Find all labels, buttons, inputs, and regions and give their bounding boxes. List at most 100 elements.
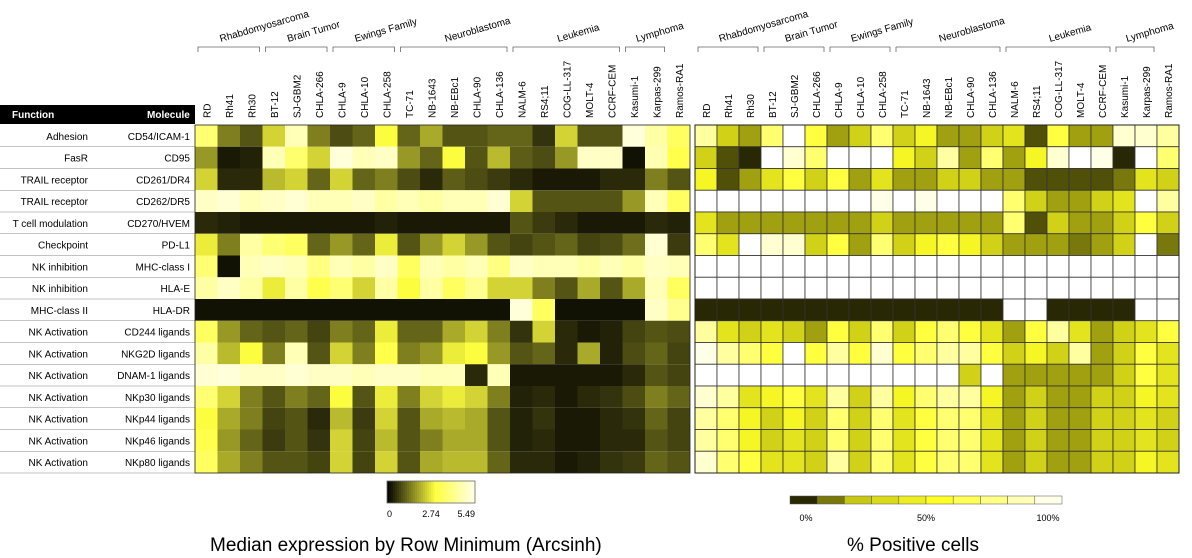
heatmap-cell [262, 342, 285, 365]
colorbar-segment [409, 481, 412, 503]
heatmap-cell [510, 168, 533, 191]
heatmap-cell [914, 429, 938, 452]
heatmap-cell [760, 146, 784, 169]
heatmap-cell [397, 125, 420, 147]
heatmap-cell [1112, 233, 1136, 256]
heatmap-cell [240, 320, 263, 343]
heatmap-cell [487, 386, 510, 408]
heatmap-cell [892, 255, 916, 278]
heatmap-cell [936, 189, 960, 213]
colorbar-segment [457, 481, 460, 503]
heatmap-cell [694, 168, 718, 191]
heatmap-cell [1112, 385, 1136, 409]
heatmap-cell [600, 190, 623, 212]
heatmap-cell [1046, 363, 1070, 387]
heatmap-cell [1134, 255, 1158, 278]
heatmap-cell [195, 212, 218, 234]
heatmap-cell [600, 320, 623, 343]
heatmap-cell [240, 146, 263, 169]
heatmap-cell [892, 385, 916, 409]
colorbar-segment [451, 481, 454, 503]
heatmap-cell [307, 168, 330, 191]
heatmap-cell [1002, 233, 1026, 256]
heatmap-cell [330, 320, 353, 343]
row-function-label: TRAIL receptor [21, 175, 89, 186]
heatmap-cell [375, 212, 398, 234]
column-label: Rh30 [746, 94, 757, 118]
row-molecule-label: CD244 ligands [124, 328, 190, 339]
heatmap-cell [1156, 429, 1180, 452]
heatmap-cell [1024, 320, 1048, 343]
heatmap-cell [826, 146, 850, 169]
heatmap-cell [532, 386, 555, 408]
heatmap-cell [738, 168, 762, 191]
heatmap-cell [782, 168, 806, 191]
heatmap-cell [1046, 255, 1070, 278]
heatmap-cell [1002, 363, 1026, 387]
row-molecule-label: NKp80 ligands [125, 458, 190, 469]
heatmap-cell [760, 255, 784, 278]
heatmap-cell [352, 429, 375, 452]
heatmap-cell [870, 211, 894, 235]
heatmap-cell [694, 429, 718, 452]
heatmap-cell [870, 124, 894, 148]
row-function-label: NK Activation [29, 393, 88, 404]
heatmap-cell [892, 124, 916, 148]
column-label: NALM-6 [1010, 81, 1021, 118]
heatmap-cell [667, 212, 690, 234]
heatmap-cell [420, 255, 443, 278]
heatmap-cell [330, 342, 353, 365]
heatmap-cell [465, 320, 488, 343]
column-label: RS4;11 [1032, 85, 1043, 118]
heatmap-cell [622, 190, 645, 212]
heatmap-cell [870, 276, 894, 300]
heatmap-cell [375, 125, 398, 147]
colorbar-segment [449, 481, 452, 503]
heatmap-cell [645, 320, 668, 343]
heatmap-cell [555, 299, 578, 321]
heatmap-cell [487, 146, 510, 169]
heatmap-cell [487, 407, 510, 430]
heatmap-cell [667, 146, 690, 169]
heatmap-cell [958, 124, 982, 148]
column-label: SJ-GBM2 [292, 74, 303, 118]
heatmap-cell [826, 255, 850, 278]
colorbar-segment [427, 481, 430, 503]
heatmap-cell [195, 451, 218, 473]
colorbar-segment [423, 481, 426, 503]
heatmap-cell [848, 146, 872, 169]
heatmap-cell [958, 255, 982, 278]
heatmap-cell [1068, 124, 1092, 148]
heatmap-cell [307, 320, 330, 343]
column-label: Kasumi-1 [630, 75, 641, 118]
heatmap-cell [307, 451, 330, 473]
heatmap-cell [694, 298, 718, 322]
heatmap-cell [738, 363, 762, 387]
group-label: Neuroblastoma [938, 15, 1007, 44]
heatmap-cell [352, 342, 375, 365]
column-label: CHLA-90 [472, 76, 483, 118]
heatmap-cell [1090, 146, 1114, 169]
heatmap-cell [622, 451, 645, 473]
heatmap-cell [738, 211, 762, 235]
heatmap-cell [1068, 211, 1092, 235]
heatmap-cell [442, 364, 465, 386]
heatmap-cell [240, 277, 263, 299]
heatmap-cell [1002, 255, 1026, 278]
colorbar-segment [421, 481, 424, 503]
heatmap-cell [262, 190, 285, 212]
heatmap-cell [510, 407, 533, 430]
heatmap-cell [555, 125, 578, 147]
heatmap-cell [936, 211, 960, 235]
column-label: CHLA-10 [360, 76, 371, 118]
row-molecule-label: HLA-E [161, 284, 191, 295]
heatmap-cell [375, 342, 398, 365]
heatmap-cell [716, 189, 740, 213]
row-molecule-label: DNAM-1 ligands [117, 371, 190, 382]
heatmap-cell [760, 407, 784, 430]
expression-colorbar: 0 2.74 5.49 [386, 480, 476, 519]
heatmap-cell [622, 386, 645, 408]
heatmap-cell [330, 190, 353, 212]
heatmap-cell [217, 386, 240, 408]
heatmap-cell [555, 386, 578, 408]
